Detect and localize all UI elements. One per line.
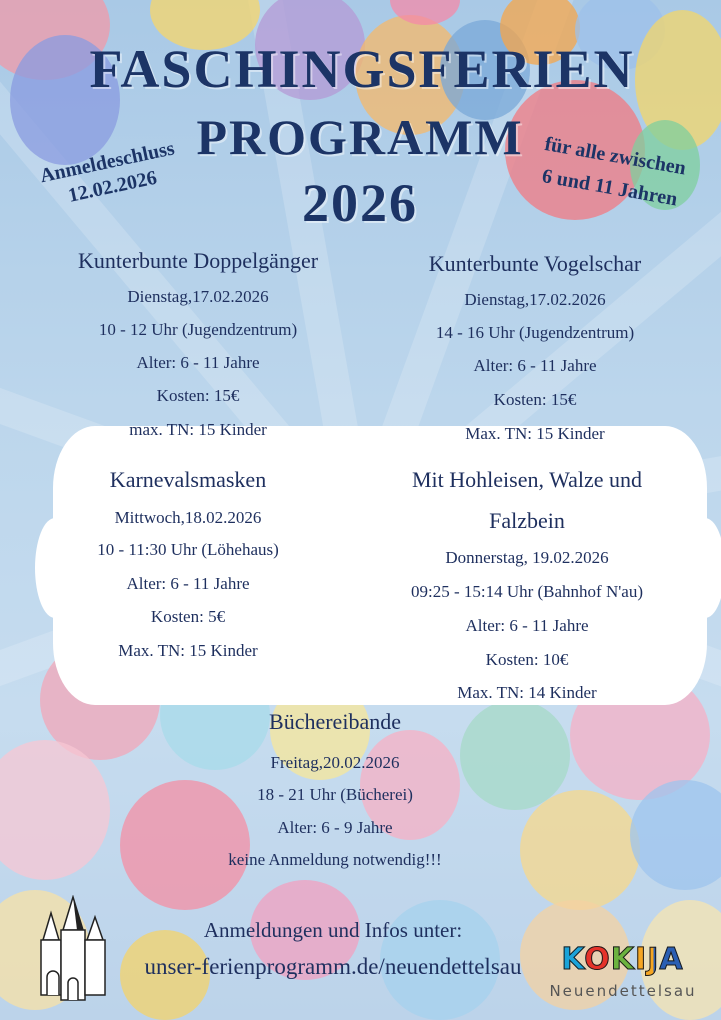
event-age: Alter: 6 - 11 Jahre bbox=[473, 356, 597, 375]
event-title: Kunterbunte Vogelschar bbox=[428, 251, 642, 276]
event-age: Alter: 6 - 11 Jahre bbox=[136, 353, 260, 372]
title-year: 2026 bbox=[302, 173, 418, 233]
event-title: Büchereibande bbox=[269, 709, 401, 734]
event-title: Mit Hohleisen, Walze und bbox=[411, 467, 643, 492]
event-participants: max. TN: 15 Kinder bbox=[129, 420, 267, 439]
event-date: Dienstag,17.02.2026 bbox=[464, 290, 606, 309]
kokija-subtitle: Neuendettelsau bbox=[549, 982, 697, 1000]
event-date: Donnerstag, 19.02.2026 bbox=[445, 548, 609, 567]
event-cost: Kosten: 15€ bbox=[156, 386, 240, 405]
event-time: 09:25 - 15:14 Uhr (Bahnhof N'au) bbox=[410, 582, 644, 601]
event-time: 10 - 11:30 Uhr (Löhehaus) bbox=[97, 540, 279, 559]
event-title: Karnevalsmasken bbox=[109, 467, 267, 492]
event-participants: Max. TN: 14 Kinder bbox=[457, 683, 597, 702]
event-note: keine Anmeldung notwendig!!! bbox=[228, 850, 442, 869]
white-frame bbox=[35, 428, 721, 703]
event-participants: Max. TN: 15 Kinder bbox=[465, 424, 605, 443]
event-time: 18 - 21 Uhr (Bücherei) bbox=[257, 785, 413, 804]
event-date: Dienstag,17.02.2026 bbox=[127, 287, 269, 306]
event-date: Mittwoch,18.02.2026 bbox=[114, 508, 262, 527]
event-age: Alter: 6 - 11 Jahre bbox=[465, 616, 589, 635]
event-participants: Max. TN: 15 Kinder bbox=[118, 641, 258, 660]
footer-info: Anmeldungen und Infos unter: bbox=[203, 918, 463, 942]
event-time: 10 - 12 Uhr (Jugendzentrum) bbox=[98, 320, 298, 339]
church-icon bbox=[40, 895, 106, 1001]
event-age: Alter: 6 - 9 Jahre bbox=[277, 818, 393, 837]
title-line1: FASCHINGSFERIEN bbox=[89, 39, 635, 99]
event-cost: Kosten: 15€ bbox=[493, 390, 577, 409]
footer-url[interactable]: unser-ferienprogramm.de/neuendettelsau bbox=[144, 954, 522, 979]
event-time: 14 - 16 Uhr (Jugendzentrum) bbox=[435, 323, 635, 342]
event-cost: Kosten: 5€ bbox=[150, 607, 226, 626]
event-cost: Kosten: 10€ bbox=[485, 650, 569, 669]
event-title-cont: Falzbein bbox=[489, 508, 565, 533]
title-line2: PROGRAMM bbox=[196, 109, 524, 165]
kokija-logo: KOKIJA bbox=[550, 942, 695, 978]
event-date: Freitag,20.02.2026 bbox=[270, 753, 400, 772]
event-age: Alter: 6 - 11 Jahre bbox=[126, 574, 250, 593]
event-title: Kunterbunte Doppelgänger bbox=[77, 248, 319, 273]
kokija-logo-text: KOKIJA bbox=[561, 942, 684, 978]
